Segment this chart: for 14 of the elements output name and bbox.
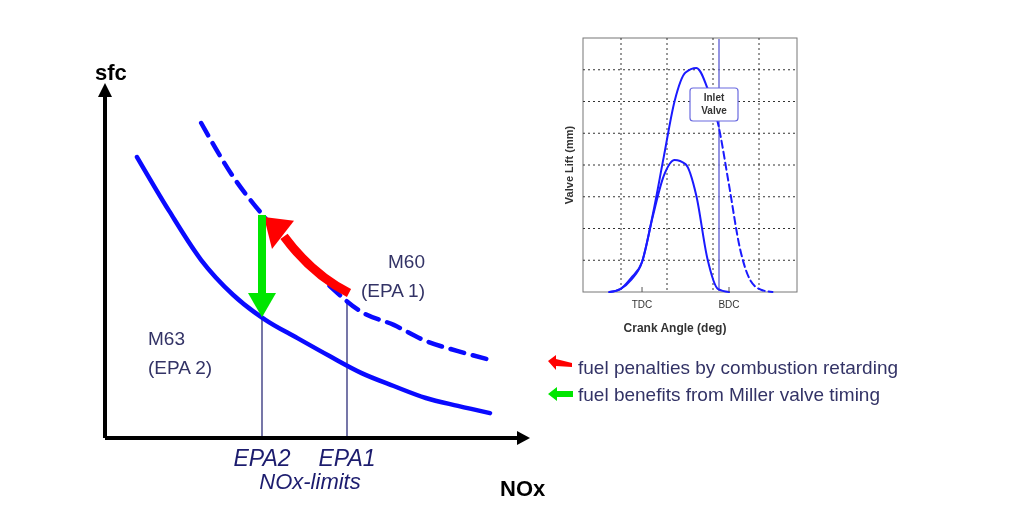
annotation: Inlet Valve — [701, 92, 728, 116]
x-tick-label: BDC — [718, 299, 740, 310]
annotation: M60 (EPA 1) — [360, 251, 425, 301]
text: EPA2 — [233, 445, 291, 471]
text: fuel penalties by combustion retarding — [578, 357, 899, 378]
text: fuel benefits from Miller valve timing — [578, 384, 880, 405]
x-tick-label: TDC — [631, 299, 653, 310]
annotation: M63 (EPA 2) — [148, 328, 213, 378]
text: EPA1 — [318, 445, 376, 471]
y-axis-title: sfc — [95, 60, 127, 85]
text: NOx-limits — [259, 469, 361, 494]
x-axis-title: NOx — [500, 476, 546, 501]
y-axis-title: Valve Lift (mm) — [563, 125, 575, 205]
x-axis-title: Crank Angle (deg) — [623, 321, 727, 335]
